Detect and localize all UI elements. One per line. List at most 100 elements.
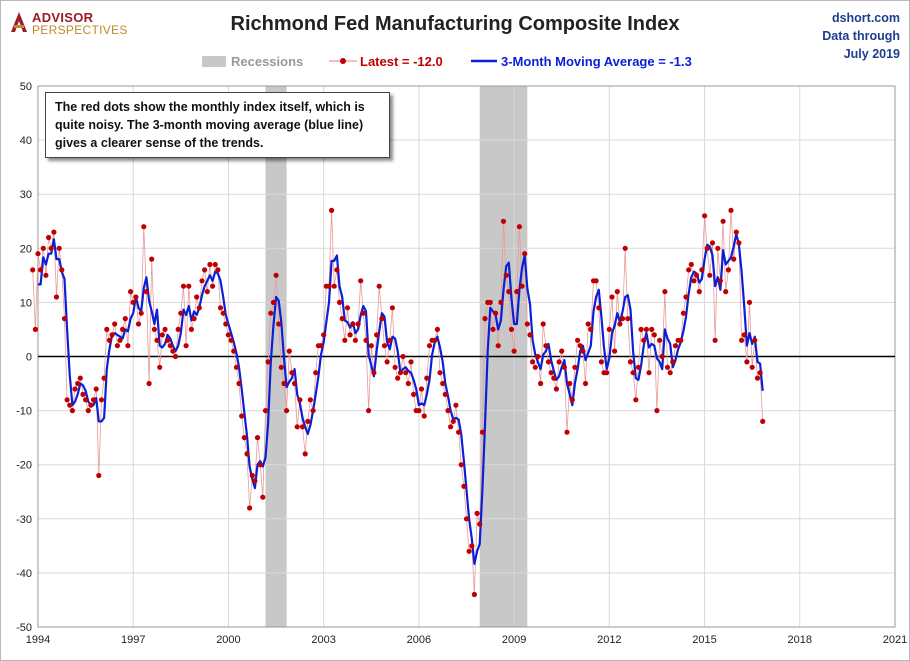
monthly-index-point	[731, 256, 737, 262]
annotation-note: The red dots show the monthly index itse…	[45, 92, 390, 158]
monthly-index-point	[363, 337, 369, 343]
logo-mark-icon	[11, 12, 27, 32]
moving-average-swatch-icon	[471, 59, 497, 63]
y-tick-label: -10	[16, 406, 32, 418]
monthly-index-point	[51, 229, 57, 235]
monthly-index-point	[38, 267, 44, 273]
monthly-index-point	[96, 472, 102, 479]
monthly-index-point	[712, 337, 718, 343]
monthly-index-point	[141, 224, 147, 230]
monthly-index-point	[112, 321, 118, 327]
monthly-index-point	[233, 364, 239, 370]
monthly-index-point	[294, 424, 300, 430]
monthly-index-point	[109, 332, 115, 338]
monthly-index-point	[709, 240, 716, 246]
monthly-index-point	[30, 267, 36, 273]
monthly-index-point	[440, 380, 446, 387]
monthly-index-point	[336, 299, 343, 305]
monthly-index-point	[508, 326, 515, 332]
monthly-index-point	[400, 353, 406, 360]
monthly-index-point	[646, 370, 652, 376]
monthly-index-point	[247, 505, 253, 511]
monthly-index-point	[421, 413, 427, 419]
recession-swatch	[202, 56, 226, 67]
monthly-index-point	[80, 391, 86, 397]
monthly-index-point	[561, 364, 568, 370]
monthly-index-point	[225, 332, 231, 338]
monthly-index-point	[188, 326, 194, 332]
monthly-index-point	[678, 337, 684, 343]
monthly-index-point	[664, 364, 671, 370]
monthly-index-point	[749, 364, 755, 370]
monthly-index-point	[48, 245, 54, 251]
monthly-index-point	[662, 289, 668, 295]
monthly-index-point	[437, 370, 443, 376]
monthly-index-point	[720, 218, 726, 224]
monthly-index-point	[358, 278, 364, 284]
monthly-index-point	[630, 370, 636, 376]
monthly-index-point	[471, 591, 477, 598]
monthly-index-point	[659, 353, 665, 360]
monthly-index-point	[585, 321, 591, 327]
monthly-index-point	[374, 332, 380, 338]
monthly-index-point	[98, 397, 105, 403]
monthly-index-line	[32, 210, 764, 595]
monthly-index-point	[754, 375, 761, 381]
monthly-index-point	[276, 321, 282, 327]
monthly-index-point	[522, 251, 528, 257]
monthly-index-point	[458, 462, 464, 468]
monthly-index-point	[254, 435, 261, 441]
monthly-index-point	[40, 245, 46, 251]
monthly-index-point	[667, 370, 673, 376]
monthly-index-point	[292, 380, 298, 387]
monthly-index-point	[360, 310, 366, 316]
monthly-index-point	[284, 408, 290, 414]
monthly-index-point	[46, 234, 52, 241]
monthly-index-point	[122, 316, 128, 322]
monthly-index-point	[702, 213, 708, 219]
monthly-index-point	[334, 267, 340, 273]
latest-swatch-icon	[329, 58, 357, 64]
monthly-index-point	[202, 267, 208, 273]
monthly-index-point	[117, 337, 123, 343]
monthly-index-point	[260, 494, 266, 500]
moving-average-line	[38, 232, 764, 566]
monthly-index-point	[582, 380, 589, 387]
monthly-index-point	[175, 326, 181, 332]
monthly-index-point	[548, 370, 554, 376]
monthly-index-point	[180, 283, 187, 289]
monthly-index-point	[609, 294, 615, 300]
monthly-index-point	[331, 283, 337, 289]
monthly-index-point	[657, 337, 663, 343]
y-tick-label: 30	[20, 189, 32, 201]
monthly-index-point	[598, 359, 605, 365]
monthly-index-point	[104, 326, 110, 332]
monthly-index-point	[411, 391, 417, 397]
source-block: dshort.com Data through July 2019	[822, 9, 900, 63]
monthly-index-point	[143, 289, 149, 295]
monthly-index-point	[651, 332, 657, 338]
monthly-index-point	[265, 359, 271, 365]
monthly-index-point	[183, 343, 189, 349]
monthly-index-point	[445, 408, 451, 414]
monthly-index-point	[281, 380, 287, 387]
monthly-index-point	[580, 348, 586, 354]
monthly-index-point	[88, 402, 94, 408]
monthly-index-point	[622, 245, 628, 251]
monthly-index-point	[135, 321, 142, 327]
monthly-index-point	[170, 348, 176, 354]
monthly-index-point	[299, 424, 306, 430]
monthly-index-point	[154, 337, 160, 343]
chart-title: Richmond Fed Manufacturing Composite Ind…	[230, 13, 680, 35]
monthly-index-point	[32, 326, 39, 332]
monthly-index-point	[519, 283, 525, 289]
monthly-index-point	[442, 391, 448, 397]
monthly-index-point	[270, 299, 276, 305]
monthly-index-point	[498, 299, 504, 305]
y-tick-label: -40	[16, 568, 32, 580]
monthly-index-point	[149, 256, 155, 262]
monthly-index-point	[670, 359, 676, 365]
monthly-index-point	[199, 278, 205, 284]
monthly-index-point	[35, 251, 41, 257]
monthly-index-point	[347, 332, 353, 338]
